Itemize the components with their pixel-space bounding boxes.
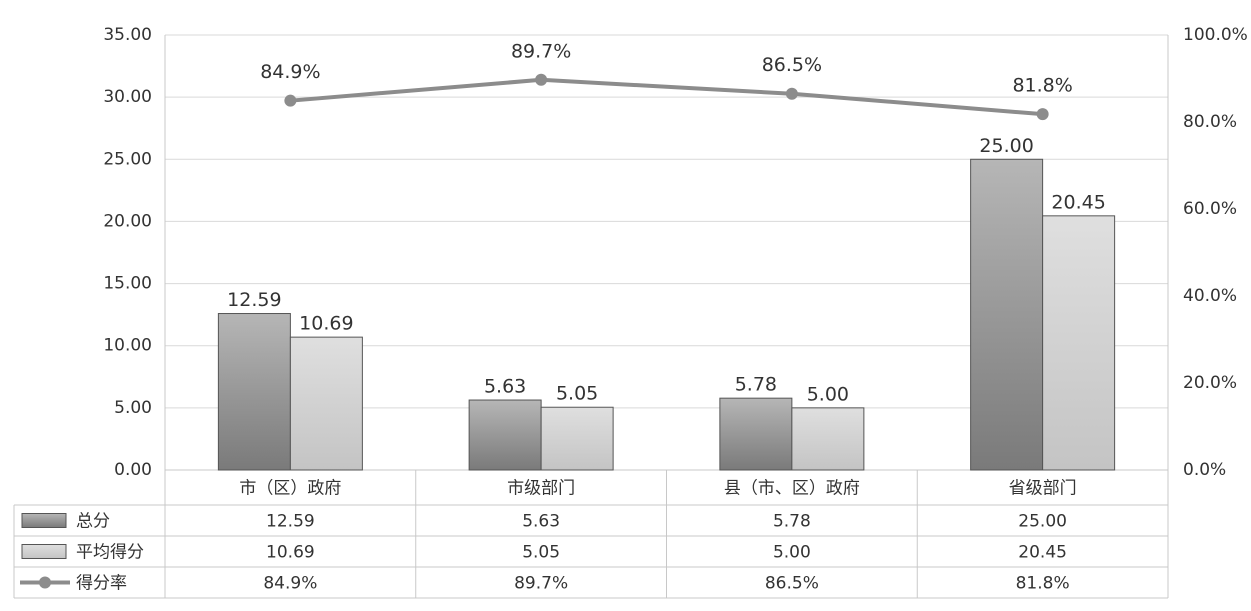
value-label: 5.78 <box>735 374 777 396</box>
legend-label: 总分 <box>76 512 110 532</box>
legend-swatch <box>21 513 67 528</box>
x-tick-label: 市（区）政府 <box>239 479 341 499</box>
value-label: 89.7% <box>511 40 571 62</box>
table-cell: 81.8% <box>1016 574 1070 594</box>
table-cell: 20.45 <box>1018 543 1067 563</box>
y-tick-label: 0.00 <box>114 460 152 480</box>
y2-tick-label: 0.0% <box>1183 460 1226 480</box>
bar <box>540 406 614 471</box>
point <box>535 73 548 86</box>
y-tick-label: 30.00 <box>103 87 152 107</box>
x-tick-label: 省级部门 <box>1009 479 1077 499</box>
table-cell: 84.9% <box>263 574 317 594</box>
x-tick-label: 县（市、区）政府 <box>724 479 860 499</box>
bar <box>289 336 363 471</box>
value-label: 5.00 <box>807 383 849 405</box>
legend-swatch <box>39 576 51 589</box>
legend-label: 得分率 <box>76 574 127 594</box>
y-tick-label: 10.00 <box>103 336 152 356</box>
value-label: 5.05 <box>556 383 598 405</box>
table-cell: 5.78 <box>773 512 811 532</box>
value-label: 12.59 <box>227 289 281 311</box>
bar <box>970 158 1044 471</box>
value-label: 10.69 <box>299 313 353 335</box>
table-cell: 5.63 <box>522 512 560 532</box>
table-cell: 86.5% <box>765 574 819 594</box>
value-label: 81.8% <box>1012 75 1072 97</box>
y-tick-label: 20.00 <box>103 211 152 231</box>
y-tick-label: 5.00 <box>114 398 152 418</box>
y2-tick-label: 20.0% <box>1183 373 1237 393</box>
table-cell: 12.59 <box>266 512 315 532</box>
bar <box>217 313 291 471</box>
table-cell: 10.69 <box>266 543 315 563</box>
bar <box>791 407 865 471</box>
point <box>1036 108 1049 121</box>
y2-tick-label: 100.0% <box>1183 25 1248 45</box>
y-tick-label: 25.00 <box>103 149 152 169</box>
y2-tick-label: 40.0% <box>1183 286 1237 306</box>
bar <box>719 397 793 471</box>
value-label: 86.5% <box>762 54 822 76</box>
bar <box>468 399 542 471</box>
y2-tick-label: 80.0% <box>1183 112 1237 132</box>
point <box>785 87 798 100</box>
legend-swatch <box>21 544 67 559</box>
table-cell: 5.00 <box>773 543 811 563</box>
bar <box>1042 215 1116 471</box>
y2-tick-label: 60.0% <box>1183 199 1237 219</box>
table-cell: 5.05 <box>522 543 560 563</box>
legend-label: 平均得分 <box>76 543 144 563</box>
value-label: 20.45 <box>1051 191 1105 213</box>
value-label: 25.00 <box>979 135 1033 157</box>
value-label: 84.9% <box>260 61 320 83</box>
table-cell: 25.00 <box>1018 512 1067 532</box>
y-tick-label: 15.00 <box>103 274 152 294</box>
x-tick-label: 市级部门 <box>507 479 575 499</box>
value-label: 5.63 <box>484 376 526 398</box>
point <box>284 94 297 107</box>
y-tick-label: 35.00 <box>103 25 152 45</box>
table-cell: 89.7% <box>514 574 568 594</box>
line <box>290 77 1043 117</box>
